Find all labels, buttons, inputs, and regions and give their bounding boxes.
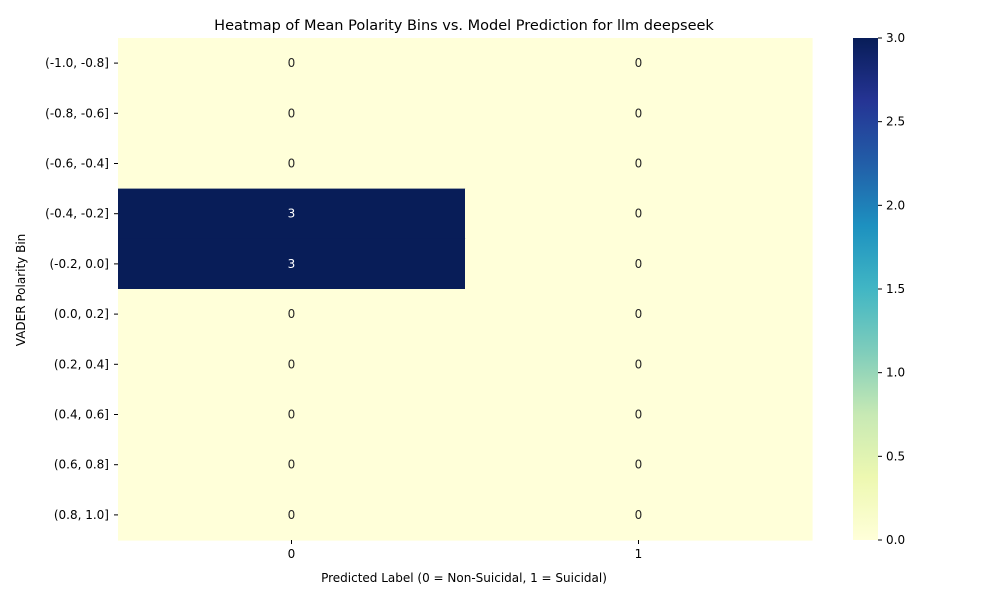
colorbar-tick-label: 1.5 bbox=[886, 282, 905, 296]
chart-title: Heatmap of Mean Polarity Bins vs. Model … bbox=[214, 18, 714, 34]
y-tick-label: (0.6, 0.8] bbox=[54, 458, 109, 472]
heatmap-cell bbox=[118, 489, 466, 541]
cell-value-label: 0 bbox=[635, 307, 643, 321]
cell-value-label: 0 bbox=[288, 157, 296, 171]
heatmap-cell bbox=[118, 238, 466, 290]
cell-value-label: 0 bbox=[635, 357, 643, 371]
cell-value-label: 0 bbox=[288, 357, 296, 371]
y-tick-label: (-0.4, -0.2] bbox=[45, 207, 109, 221]
cell-value-label: 0 bbox=[288, 56, 296, 70]
cell-value-label: 0 bbox=[635, 207, 643, 221]
cell-value-label: 0 bbox=[635, 508, 643, 522]
heatmap-cell bbox=[465, 489, 813, 541]
heatmap-cell bbox=[118, 88, 466, 139]
cell-value-label: 0 bbox=[635, 106, 643, 120]
x-tick-label: 0 bbox=[288, 547, 296, 561]
heatmap-cells bbox=[118, 38, 813, 541]
heatmap-cell bbox=[118, 138, 466, 190]
heatmap-cell bbox=[465, 339, 813, 390]
colorbar-tick-label: 2.5 bbox=[886, 115, 905, 129]
heatmap-cell bbox=[465, 289, 813, 340]
colorbar-tick-label: 1.0 bbox=[886, 366, 905, 380]
heatmap-cell bbox=[118, 439, 466, 491]
x-axis-label: Predicted Label (0 = Non-Suicidal, 1 = S… bbox=[321, 571, 607, 585]
cell-value-label: 0 bbox=[288, 307, 296, 321]
cell-value-label: 0 bbox=[288, 508, 296, 522]
colorbar-tick-label: 0.0 bbox=[886, 533, 905, 547]
colorbar bbox=[853, 38, 878, 540]
y-tick-label: (-0.2, 0.0] bbox=[50, 257, 110, 271]
colorbar-tick-label: 2.0 bbox=[886, 198, 905, 212]
heatmap-cell bbox=[465, 38, 813, 89]
heatmap-cell bbox=[118, 339, 466, 390]
cell-value-label: 0 bbox=[635, 257, 643, 271]
y-tick-label: (0.2, 0.4] bbox=[54, 357, 109, 371]
heatmap-cell bbox=[465, 439, 813, 491]
y-axis: (-1.0, -0.8] (-0.8, -0.6] (-0.6, -0.4] (-0.… bbox=[45, 56, 118, 522]
y-tick-label: (0.0, 0.2] bbox=[54, 307, 109, 321]
y-tick-label: (-0.8, -0.6] bbox=[45, 106, 109, 120]
cell-value-label: 0 bbox=[635, 458, 643, 472]
cell-value-label: 0 bbox=[635, 157, 643, 171]
colorbar-tick-label: 0.5 bbox=[886, 449, 905, 463]
heatmap-cell bbox=[465, 138, 813, 190]
heatmap-cell bbox=[118, 188, 466, 240]
y-tick-label: (0.4, 0.6] bbox=[54, 408, 109, 422]
cell-value-label: 0 bbox=[635, 408, 643, 422]
colorbar-ticks: 0.0 0.5 1.0 1.5 2.0 2.5 3.0 bbox=[878, 31, 905, 547]
x-tick-label: 1 bbox=[635, 547, 643, 561]
heatmap-cell bbox=[465, 88, 813, 139]
heatmap-cell bbox=[465, 188, 813, 240]
cell-value-label: 0 bbox=[288, 106, 296, 120]
y-tick-label: (-0.6, -0.4] bbox=[45, 157, 109, 171]
heatmap-cell bbox=[465, 238, 813, 290]
colorbar-tick-label: 3.0 bbox=[886, 31, 905, 45]
cell-value-label: 0 bbox=[288, 408, 296, 422]
cell-value-label: 0 bbox=[288, 458, 296, 472]
heatmap-cell bbox=[118, 289, 466, 340]
heatmap-cell bbox=[465, 389, 813, 441]
cell-value-label: 3 bbox=[288, 207, 296, 221]
heatmap-cell bbox=[118, 389, 466, 441]
cell-annotations: 0 0 0 0 0 0 3 0 3 0 0 0 0 0 0 0 0 0 0 0 bbox=[288, 56, 643, 522]
cell-value-label: 3 bbox=[288, 257, 296, 271]
cell-value-label: 0 bbox=[635, 56, 643, 70]
heatmap-cell bbox=[118, 38, 466, 89]
y-tick-label: (-1.0, -0.8] bbox=[45, 56, 109, 70]
y-tick-label: (0.8, 1.0] bbox=[54, 508, 109, 522]
y-axis-label: VADER Polarity Bin bbox=[14, 234, 28, 347]
